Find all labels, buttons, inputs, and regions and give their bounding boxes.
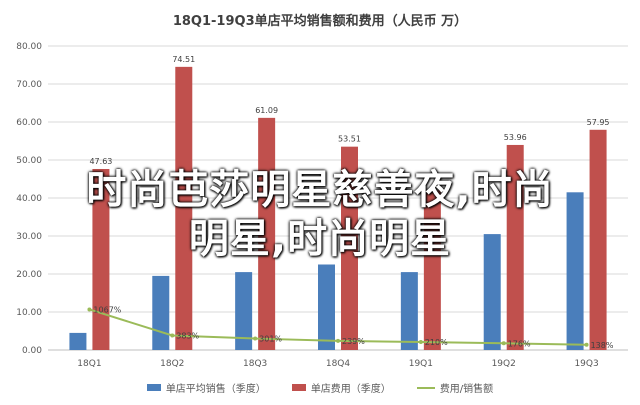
bar-sales bbox=[69, 332, 87, 350]
gridlines bbox=[48, 45, 628, 351]
legend-label-sales: 单店平均销售（季度） bbox=[165, 384, 266, 395]
ratio-line-point bbox=[418, 340, 423, 345]
bars bbox=[69, 66, 607, 350]
y-tick-label: 60.00 bbox=[16, 118, 42, 128]
bar-cost bbox=[258, 117, 276, 350]
bar-data-labels: 47.63 74.51 61.09 53.51 53.96 57.95 bbox=[89, 55, 609, 166]
bar-cost bbox=[92, 169, 110, 350]
bar-data-label: 47.63 bbox=[89, 157, 112, 166]
bar-cost bbox=[589, 129, 607, 350]
y-tick-label: 40.00 bbox=[16, 194, 42, 204]
bar-sales bbox=[318, 264, 335, 350]
y-tick-labels: 0.00 10.00 20.00 30.00 40.00 50.00 60.00 70.00 8… bbox=[16, 42, 42, 356]
ratio-line-point bbox=[87, 307, 92, 312]
bar-sales bbox=[483, 234, 501, 350]
bar-cost bbox=[341, 146, 358, 350]
line-data-label: 301% bbox=[259, 335, 282, 344]
line-data-label: 239% bbox=[342, 337, 365, 346]
bar-data-label: 74.51 bbox=[172, 55, 195, 64]
x-tick-label: 18Q1 bbox=[77, 359, 101, 369]
ratio-line-point bbox=[501, 341, 506, 346]
bar-cost bbox=[423, 190, 441, 350]
bar-cost bbox=[506, 144, 524, 350]
line-data-label: 176% bbox=[508, 339, 531, 348]
bar-data-label: 53.51 bbox=[338, 135, 361, 144]
x-tick-label: 19Q3 bbox=[574, 359, 598, 369]
y-tick-label: 0.00 bbox=[22, 346, 42, 356]
line-data-labels: 1067% 383% 301% 239% 210% 176% 138% bbox=[93, 305, 613, 349]
x-tick-labels: 18Q1 18Q2 18Q3 18Q4 19Q1 19Q2 19Q3 bbox=[77, 359, 598, 369]
bar-data-label: 61.09 bbox=[255, 106, 278, 115]
bar-sales bbox=[235, 272, 253, 350]
line-data-label: 1067% bbox=[93, 305, 121, 314]
legend-item-cost: 单店费用（季度） bbox=[291, 380, 391, 395]
ratio-line bbox=[87, 307, 589, 347]
ratio-line-point bbox=[584, 342, 589, 347]
bar-sales bbox=[400, 272, 418, 350]
y-tick-label: 30.00 bbox=[16, 232, 42, 242]
legend-swatch-cost bbox=[291, 384, 306, 391]
y-tick-label: 80.00 bbox=[16, 42, 42, 52]
overlay-text-line-2: 明星,时尚明星 bbox=[188, 216, 452, 262]
y-tick-label: 20.00 bbox=[16, 270, 42, 280]
bar-data-label: 57.95 bbox=[587, 118, 610, 127]
x-tick-label: 18Q3 bbox=[243, 359, 267, 369]
bar-sales bbox=[566, 192, 584, 350]
legend-item-ratio: 费用/销售额 bbox=[416, 380, 494, 395]
bar-cost bbox=[175, 66, 193, 350]
x-tick-label: 18Q4 bbox=[326, 359, 351, 369]
ratio-line-point bbox=[170, 333, 175, 338]
y-tick-label: 70.00 bbox=[16, 80, 42, 90]
chart-legend: 单店平均销售（季度） 单店费用（季度） 费用/销售额 bbox=[0, 380, 640, 395]
line-data-label: 138% bbox=[591, 341, 614, 350]
bar-sales bbox=[152, 275, 170, 350]
x-tick-label: 18Q2 bbox=[160, 359, 184, 369]
legend-swatch-sales bbox=[146, 384, 161, 391]
x-tick-label: 19Q2 bbox=[492, 359, 516, 369]
y-tick-label: 50.00 bbox=[16, 156, 42, 166]
y-tick-label: 10.00 bbox=[16, 308, 42, 318]
ratio-line-point bbox=[336, 338, 340, 343]
legend-swatch-ratio bbox=[416, 386, 435, 389]
ratio-line-point bbox=[253, 336, 258, 341]
overlay-text-line-1: 时尚芭莎明星慈善夜,时尚 bbox=[86, 167, 554, 213]
line-data-label: 383% bbox=[176, 331, 199, 340]
line-data-label: 210% bbox=[425, 338, 448, 347]
bar-data-label: 53.96 bbox=[504, 133, 527, 142]
legend-item-sales: 单店平均销售（季度） bbox=[146, 380, 266, 395]
legend-label-ratio: 费用/销售额 bbox=[439, 384, 494, 395]
chart-title: 18Q1-19Q3单店平均销售额和费用（人民币 万） bbox=[172, 14, 468, 29]
x-tick-label: 19Q1 bbox=[409, 359, 433, 369]
legend-label-cost: 单店费用（季度） bbox=[310, 384, 391, 395]
